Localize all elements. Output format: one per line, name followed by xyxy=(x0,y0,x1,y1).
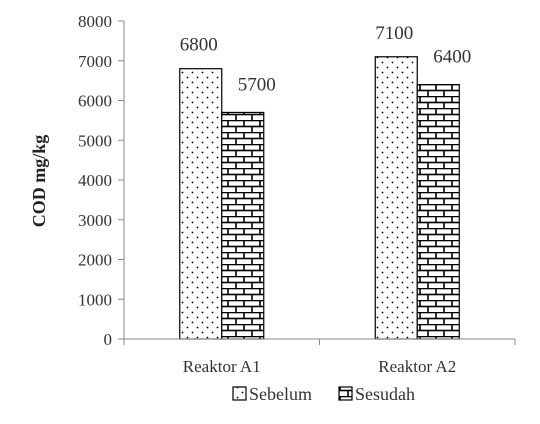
data-label: 5700 xyxy=(238,74,276,95)
x-axis-ticks: Reaktor A1 Reaktor A2 xyxy=(123,339,516,376)
bar-sesudah-reaktor-a2 xyxy=(416,83,460,340)
y-tick-label: 5000 xyxy=(78,131,112,150)
bar-sesudah-reaktor-a1 xyxy=(221,111,265,340)
y-tick-label: 8000 xyxy=(78,12,112,31)
y-tick-label: 7000 xyxy=(78,52,112,71)
data-label: 6800 xyxy=(180,35,218,56)
y-tick-label: 1000 xyxy=(78,290,112,309)
y-tick-label: 0 xyxy=(104,330,113,349)
y-axis-title-group: COD mg/kg xyxy=(29,135,49,228)
legend: Sebelum Sesudah xyxy=(232,384,415,404)
y-axis-ticks: 0 1000 2000 3000 4000 5000 6000 7000 8000 xyxy=(78,12,124,349)
data-label: 7100 xyxy=(375,23,413,44)
y-tick-label: 4000 xyxy=(78,171,112,190)
y-tick-label: 2000 xyxy=(78,251,112,270)
bar-sebelum-reaktor-a2 xyxy=(374,56,418,340)
y-tick-label: 3000 xyxy=(78,211,112,230)
bar-sebelum-reaktor-a1 xyxy=(179,68,223,340)
legend-item-sesudah: Sesudah xyxy=(338,384,415,404)
data-label: 6400 xyxy=(433,47,471,68)
legend-swatch xyxy=(338,386,353,401)
y-tick-label: 6000 xyxy=(78,92,112,111)
data-labels: 6800 5700 7100 6400 xyxy=(180,23,472,96)
legend-swatch xyxy=(232,386,247,401)
x-category-label: Reaktor A2 xyxy=(378,357,456,376)
y-axis-title: COD mg/kg xyxy=(29,135,49,228)
x-category-label: Reaktor A1 xyxy=(183,357,261,376)
legend-item-sebelum: Sebelum xyxy=(232,384,312,404)
legend-label: Sebelum xyxy=(249,384,312,404)
bars xyxy=(179,56,460,340)
legend-label: Sesudah xyxy=(355,384,415,404)
